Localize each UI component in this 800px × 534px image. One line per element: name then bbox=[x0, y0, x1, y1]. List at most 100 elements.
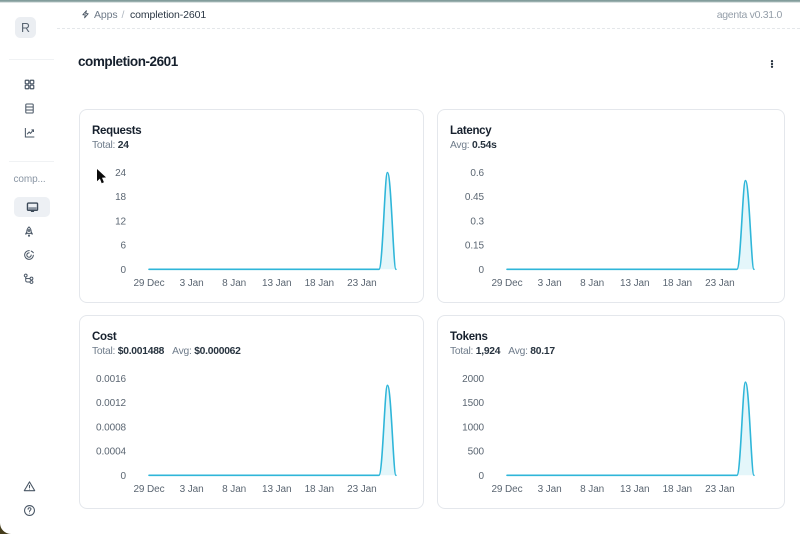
question-circle-icon bbox=[23, 504, 36, 517]
series-line bbox=[506, 381, 755, 477]
sidebar-divider bbox=[9, 160, 54, 162]
rows-icon bbox=[24, 102, 35, 114]
stat-value: $0.000062 bbox=[194, 345, 241, 357]
requests-card: Requests Total: 24 0 6 12 18 24 29 Dec 3 Jan 8 … bbox=[79, 109, 424, 303]
stat-label: Total: bbox=[92, 345, 118, 357]
breadcrumb-apps-link[interactable]: Apps bbox=[94, 9, 118, 21]
breadcrumb-current: completion-2601 bbox=[130, 9, 207, 21]
y-tick-label: 2000 bbox=[462, 374, 484, 385]
kebab-menu-icon bbox=[766, 58, 778, 70]
area-fill bbox=[507, 180, 754, 270]
sidebar-item-evaluations[interactable] bbox=[17, 243, 41, 267]
tokens-card: Tokens Total: 1,924 Avg: 80.17 0 500 1000 15… bbox=[437, 315, 785, 509]
sidebar-item-testsets[interactable] bbox=[17, 96, 41, 120]
rocket-icon bbox=[23, 225, 35, 238]
chart-stats: Total: 1,924 Avg: 80.17 bbox=[450, 346, 555, 357]
x-tick-label: 23 Jan bbox=[347, 484, 376, 495]
chart-title: Tokens bbox=[450, 330, 488, 343]
latency-card: Latency Avg: 0.54s 0 0.15 0.3 0.45 0.6 29 Dec… bbox=[437, 109, 785, 303]
chart-stats: Avg: 0.54s bbox=[450, 140, 497, 151]
stat-label: Total: bbox=[450, 345, 476, 357]
sidebar: R comp... bbox=[0, 3, 56, 534]
stat-label: Avg: bbox=[172, 345, 195, 357]
x-tick-label: 3 Jan bbox=[180, 278, 204, 289]
sidebar-divider bbox=[9, 59, 54, 60]
window-top-edge bbox=[0, 0, 800, 3]
stat-value: 80.17 bbox=[530, 345, 555, 357]
workspace-avatar[interactable]: R bbox=[15, 17, 36, 38]
x-tick-label: 29 Dec bbox=[491, 278, 522, 289]
stat-value: $0.001488 bbox=[117, 345, 165, 357]
series-line bbox=[148, 384, 397, 477]
y-tick-label: 0.6 bbox=[470, 168, 484, 179]
x-tick-label: 29 Dec bbox=[133, 278, 164, 289]
area-fill bbox=[149, 172, 396, 270]
x-tick-label: 18 Jan bbox=[663, 278, 692, 289]
sidebar-item-overview[interactable] bbox=[14, 197, 50, 217]
y-tick-label: 0.0012 bbox=[96, 398, 127, 409]
y-tick-label: 0.0016 bbox=[96, 374, 127, 385]
x-tick-label: 8 Jan bbox=[580, 484, 604, 495]
chart-title: Requests bbox=[92, 124, 142, 137]
x-tick-label: 13 Jan bbox=[620, 278, 649, 289]
series-line bbox=[506, 179, 755, 271]
sidebar-section-label: comp... bbox=[13, 174, 46, 185]
y-tick-label: 1000 bbox=[462, 422, 484, 433]
tokens-chart[interactable]: 0 500 1000 1500 2000 29 Dec 3 Jan 8 Jan 13 Jan 18… bbox=[438, 316, 786, 510]
chart-stats: Total: 24 bbox=[92, 140, 129, 151]
y-tick-label: 0.3 bbox=[470, 216, 484, 227]
chart-trend-icon bbox=[24, 127, 35, 138]
cost-chart[interactable]: 0 0.0004 0.0008 0.0012 0.0016 29 Dec 3 Jan 8 Ja… bbox=[80, 316, 425, 510]
y-tick-label: 1500 bbox=[462, 398, 484, 409]
sidebar-item-help[interactable] bbox=[17, 499, 41, 523]
sidebar-item-apps[interactable] bbox=[17, 72, 41, 96]
x-tick-label: 13 Jan bbox=[262, 278, 291, 289]
series-line bbox=[148, 171, 397, 271]
breadcrumb-separator: / bbox=[121, 9, 125, 21]
more-options-button[interactable] bbox=[764, 56, 780, 72]
x-tick-label: 18 Jan bbox=[663, 484, 692, 495]
header-divider bbox=[57, 28, 800, 29]
y-tick-label: 0 bbox=[121, 471, 127, 482]
stat-label: Avg: bbox=[450, 139, 473, 151]
chart-title: Latency bbox=[450, 124, 492, 137]
y-tick-label: 0.0004 bbox=[96, 447, 127, 458]
x-tick-label: 8 Jan bbox=[222, 278, 246, 289]
x-tick-label: 13 Jan bbox=[620, 484, 649, 495]
stat-label: Total: bbox=[92, 139, 118, 151]
mouse-cursor bbox=[96, 168, 108, 185]
tree-structure-icon bbox=[23, 273, 35, 285]
y-tick-label: 500 bbox=[468, 447, 485, 458]
y-tick-label: 12 bbox=[115, 216, 126, 227]
latency-chart[interactable]: 0 0.15 0.3 0.45 0.6 29 Dec 3 Jan 8 Jan 13 Jan 18 … bbox=[438, 110, 786, 304]
x-tick-label: 3 Jan bbox=[538, 278, 562, 289]
y-tick-label: 0.0008 bbox=[96, 422, 127, 433]
app-grid-icon bbox=[24, 79, 35, 90]
y-tick-label: 0.15 bbox=[465, 241, 485, 252]
lightning-icon bbox=[81, 8, 90, 21]
x-tick-label: 18 Jan bbox=[305, 484, 334, 495]
x-tick-label: 3 Jan bbox=[180, 484, 204, 495]
cost-card: Cost Total: $0.001488 Avg: $0.000062 0 0.0… bbox=[79, 315, 424, 509]
sidebar-item-traces[interactable] bbox=[17, 267, 41, 291]
y-tick-label: 0 bbox=[479, 471, 485, 482]
swirl-icon bbox=[23, 249, 35, 261]
chart-title: Cost bbox=[92, 330, 117, 343]
x-tick-label: 23 Jan bbox=[705, 278, 734, 289]
sidebar-item-alerts[interactable] bbox=[17, 475, 41, 499]
area-fill bbox=[149, 385, 396, 476]
y-tick-label: 18 bbox=[115, 192, 126, 203]
y-tick-label: 0.45 bbox=[465, 192, 485, 203]
desktop-corner bbox=[0, 523, 11, 534]
requests-chart[interactable]: 0 6 12 18 24 29 Dec 3 Jan 8 Jan 13 Jan 18 Jan 23 J… bbox=[80, 110, 425, 304]
stat-value: 1,924 bbox=[475, 345, 501, 357]
y-tick-label: 24 bbox=[115, 168, 126, 179]
stat-value: 24 bbox=[117, 139, 129, 151]
x-tick-label: 23 Jan bbox=[705, 484, 734, 495]
x-tick-label: 29 Dec bbox=[133, 484, 164, 495]
sidebar-item-playground[interactable] bbox=[17, 220, 41, 244]
x-tick-label: 3 Jan bbox=[538, 484, 562, 495]
sidebar-item-observability[interactable] bbox=[17, 120, 41, 144]
chart-stats: Total: $0.001488 Avg: $0.000062 bbox=[92, 346, 241, 357]
monitor-icon bbox=[26, 201, 39, 214]
